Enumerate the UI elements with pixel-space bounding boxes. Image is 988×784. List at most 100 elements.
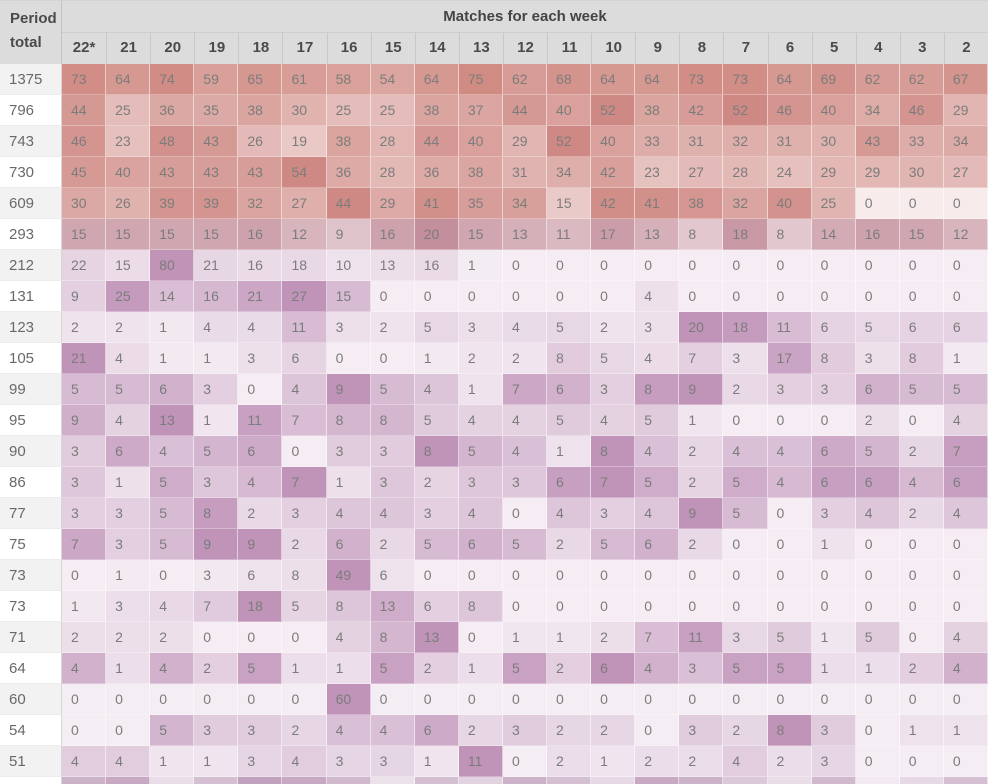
value-cell: 25 — [370, 95, 415, 126]
value-cell: 28 — [723, 157, 768, 188]
value-cell: 1 — [414, 746, 459, 777]
value-cell: 8 — [370, 622, 415, 653]
value-cell: 1 — [679, 405, 724, 436]
value-cell: 3 — [811, 374, 856, 405]
value-cell: 0 — [370, 281, 415, 312]
value-cell: 2 — [591, 622, 636, 653]
value-cell: 5 — [855, 622, 900, 653]
value-cell: 1 — [194, 343, 239, 374]
value-cell: 4 — [899, 467, 944, 498]
value-cell: 0 — [855, 188, 900, 219]
value-cell: 6 — [591, 653, 636, 684]
value-cell-partial — [943, 777, 988, 784]
value-cell: 3 — [194, 467, 239, 498]
period-total-cell: 1375 — [0, 64, 62, 95]
value-cell: 4 — [591, 405, 636, 436]
value-cell: 1 — [855, 653, 900, 684]
value-cell: 36 — [326, 157, 371, 188]
value-cell: 41 — [635, 188, 680, 219]
value-cell: 5 — [414, 312, 459, 343]
value-cell: 0 — [943, 560, 988, 591]
column-header-14: 14 — [414, 33, 459, 64]
value-cell: 0 — [723, 529, 768, 560]
value-cell: 6 — [811, 436, 856, 467]
value-cell: 3 — [591, 498, 636, 529]
value-cell: 21 — [194, 250, 239, 281]
value-cell: 0 — [899, 591, 944, 622]
value-cell: 3 — [635, 312, 680, 343]
value-cell: 1 — [106, 467, 151, 498]
value-cell: 2 — [899, 498, 944, 529]
value-cell: 5 — [943, 374, 988, 405]
value-cell: 43 — [194, 157, 239, 188]
value-cell: 0 — [855, 684, 900, 715]
period-total-cell: 730 — [0, 157, 62, 188]
value-cell: 0 — [943, 281, 988, 312]
value-cell: 32 — [723, 126, 768, 157]
value-cell: 7 — [635, 622, 680, 653]
value-cell: 11 — [547, 219, 592, 250]
value-cell: 3 — [238, 343, 283, 374]
value-cell: 4 — [194, 312, 239, 343]
value-cell: 44 — [326, 188, 371, 219]
value-cell: 3 — [326, 436, 371, 467]
value-cell-partial — [194, 777, 239, 784]
value-cell: 1 — [458, 250, 503, 281]
value-cell: 15 — [458, 219, 503, 250]
value-cell: 22 — [62, 250, 107, 281]
value-cell: 6 — [943, 312, 988, 343]
value-cell: 16 — [238, 219, 283, 250]
value-cell: 34 — [855, 95, 900, 126]
value-cell: 4 — [943, 405, 988, 436]
value-cell: 4 — [282, 374, 327, 405]
value-cell: 15 — [150, 219, 195, 250]
value-cell: 3 — [723, 343, 768, 374]
value-cell: 49 — [326, 560, 371, 591]
value-cell: 0 — [106, 684, 151, 715]
value-cell: 23 — [635, 157, 680, 188]
value-cell: 8 — [194, 498, 239, 529]
value-cell: 5 — [150, 467, 195, 498]
value-cell: 7 — [679, 343, 724, 374]
column-header-16: 16 — [326, 33, 371, 64]
value-cell: 5 — [502, 529, 548, 560]
value-cell: 0 — [591, 684, 636, 715]
period-total-cell: 743 — [0, 126, 62, 157]
value-cell: 3 — [326, 312, 371, 343]
column-header-7: 7 — [723, 33, 768, 64]
value-cell: 0 — [767, 405, 812, 436]
period-total-header-line1: Period — [10, 10, 57, 27]
column-header-2: 2 — [943, 33, 988, 64]
value-cell: 0 — [679, 684, 724, 715]
value-cell: 6 — [635, 529, 680, 560]
value-cell: 2 — [679, 529, 724, 560]
value-cell: 0 — [943, 591, 988, 622]
value-cell: 43 — [238, 157, 283, 188]
value-cell: 2 — [767, 746, 812, 777]
value-cell: 3 — [194, 715, 239, 746]
value-cell: 3 — [811, 715, 856, 746]
value-cell: 0 — [238, 622, 283, 653]
value-cell: 1 — [811, 653, 856, 684]
value-cell: 18 — [723, 312, 768, 343]
value-cell: 0 — [547, 250, 592, 281]
value-cell: 0 — [767, 560, 812, 591]
value-cell: 5 — [370, 374, 415, 405]
value-cell: 0 — [679, 591, 724, 622]
value-cell: 8 — [547, 343, 592, 374]
value-cell: 64 — [591, 64, 636, 95]
value-cell-partial — [855, 777, 900, 784]
value-cell: 38 — [238, 95, 283, 126]
value-cell: 9 — [326, 219, 371, 250]
value-cell: 6 — [282, 343, 327, 374]
value-cell: 3 — [502, 715, 548, 746]
value-cell: 1 — [194, 405, 239, 436]
value-cell: 52 — [547, 126, 592, 157]
value-cell: 9 — [679, 498, 724, 529]
value-cell: 2 — [282, 715, 327, 746]
value-cell: 1 — [591, 746, 636, 777]
value-cell: 0 — [458, 622, 503, 653]
value-cell: 4 — [370, 498, 415, 529]
value-cell: 40 — [106, 157, 151, 188]
value-cell-partial — [326, 777, 371, 784]
